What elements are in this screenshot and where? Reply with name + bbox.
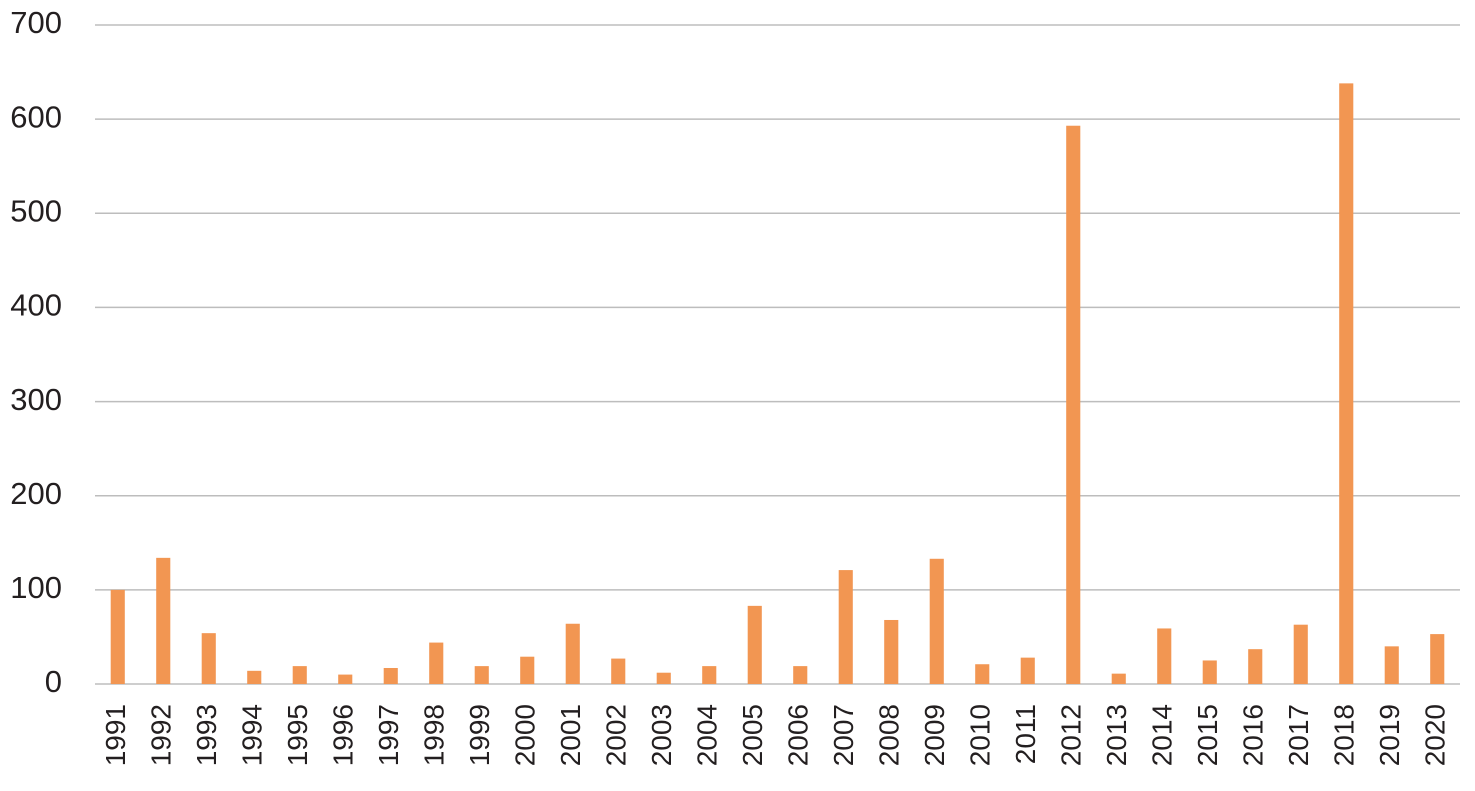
bar	[1202, 660, 1217, 684]
bar	[565, 623, 580, 684]
bar	[156, 557, 171, 684]
bar	[429, 642, 444, 684]
x-tick-label: 2014	[1147, 704, 1178, 766]
x-tick-label: 1998	[419, 704, 450, 766]
x-tick-label: 1995	[282, 704, 313, 766]
x-tick-label: 2013	[1101, 704, 1132, 766]
x-tick-label: 1994	[237, 704, 268, 766]
x-tick-label: 2011	[1010, 704, 1041, 764]
bar	[929, 558, 944, 684]
y-tick-label: 600	[10, 99, 62, 134]
bar	[656, 672, 671, 684]
x-tick-label: 2016	[1238, 704, 1269, 766]
x-tick-label: 2002	[601, 704, 632, 766]
x-tick-label: 2005	[737, 704, 768, 766]
bar	[383, 667, 398, 684]
x-tick-label: 1993	[191, 704, 222, 766]
x-tick-label: 2018	[1329, 704, 1360, 766]
x-tick-label: 2007	[828, 704, 859, 766]
x-tick-label: 2015	[1192, 704, 1223, 766]
bar	[1020, 657, 1035, 684]
bar	[1384, 646, 1399, 684]
bar	[247, 670, 262, 684]
x-tick-label: 2012	[1056, 704, 1087, 766]
y-tick-label: 400	[10, 288, 62, 323]
x-tick-label: 2010	[965, 704, 996, 766]
bar	[201, 633, 216, 684]
bar	[338, 674, 353, 684]
x-tick-label: 2004	[692, 704, 723, 766]
y-tick-label: 0	[45, 664, 62, 699]
bar	[1157, 628, 1172, 684]
bar	[520, 656, 535, 684]
bar	[1066, 125, 1081, 685]
bar	[1339, 83, 1354, 684]
x-tick-label: 2000	[510, 704, 541, 766]
x-tick-label: 1992	[146, 704, 177, 766]
bar	[292, 666, 307, 684]
bar	[1111, 673, 1126, 684]
bar	[611, 658, 626, 684]
x-tick-label: 2017	[1283, 704, 1314, 766]
x-tick-label: 2009	[919, 704, 950, 766]
y-tick-label: 700	[10, 5, 62, 40]
x-tick-label: 1996	[328, 704, 359, 766]
bar	[975, 664, 990, 684]
bar	[474, 666, 489, 684]
bar	[1430, 634, 1445, 684]
y-tick-label: 200	[10, 476, 62, 511]
x-tick-label: 2008	[874, 704, 905, 766]
x-tick-label: 1999	[464, 704, 495, 766]
y-tick-label: 500	[10, 193, 62, 228]
bar	[747, 605, 762, 684]
x-tick-label: 2019	[1374, 704, 1405, 766]
bar	[838, 570, 853, 684]
x-tick-label: 2006	[783, 704, 814, 766]
bar	[702, 666, 717, 684]
x-tick-label: 1991	[100, 704, 131, 766]
x-tick-label: 1997	[373, 704, 404, 766]
bar	[110, 589, 125, 684]
bar	[793, 666, 808, 684]
x-tick-label: 2001	[555, 704, 586, 766]
y-tick-label: 100	[10, 570, 62, 605]
bar	[884, 619, 899, 684]
bar	[1293, 624, 1308, 684]
x-tick-label: 2003	[646, 704, 677, 766]
bar	[1248, 649, 1263, 684]
y-tick-label: 300	[10, 382, 62, 417]
x-tick-label: 2020	[1420, 704, 1451, 766]
